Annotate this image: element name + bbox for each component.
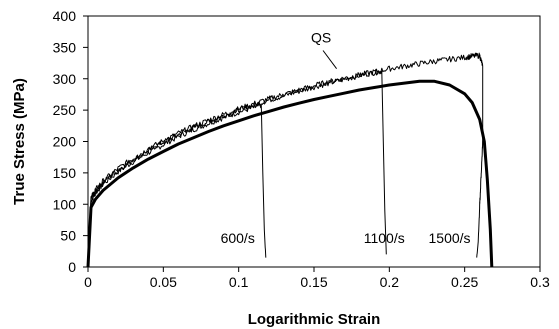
y-tick-label: 0: [68, 259, 76, 275]
series-line-1500-s: [87, 52, 484, 268]
y-axis: 0 50 100 150 200 250 300 350 400: [53, 8, 88, 275]
x-tick-label: 0.1: [229, 274, 249, 290]
x-tick-label: 0.25: [451, 274, 478, 290]
y-tick-label: 100: [53, 196, 77, 212]
x-tick-label: 0.15: [300, 274, 327, 290]
qs-leader-line: [322, 50, 338, 70]
annotation-qs: QS: [311, 29, 331, 45]
y-tick-label: 250: [53, 102, 77, 118]
annotation-1500-s: 1500/s: [429, 230, 471, 246]
x-tick-label: 0: [84, 274, 92, 290]
x-axis-title: Logarithmic Strain: [248, 311, 381, 328]
x-tick-label: 0.3: [530, 274, 550, 290]
x-axis: 0 0.05 0.1 0.15 0.2 0.25 0.3: [84, 267, 550, 290]
qs-leader-line-segment: [322, 50, 338, 70]
y-tick-label: 50: [60, 228, 76, 244]
y-tick-label: 200: [53, 134, 77, 150]
y-tick-label: 300: [53, 71, 77, 87]
series-line-qs: [86, 79, 494, 268]
y-tick-label: 350: [53, 39, 77, 55]
y-tick-label: 400: [53, 8, 77, 24]
annotation-layer: QS 600/s 1100/s 1500/s: [221, 29, 471, 246]
x-tick-label: 0.2: [380, 274, 400, 290]
annotation-600-s: 600/s: [221, 230, 255, 246]
plot-frame: [87, 15, 541, 268]
plot-area: [86, 15, 541, 268]
y-axis-title: True Stress (MPa): [11, 78, 28, 205]
annotation-1100-s: 1100/s: [364, 230, 405, 246]
series-layer: [86, 52, 494, 268]
y-tick-label: 150: [53, 165, 77, 181]
x-tick-label: 0.05: [150, 274, 177, 290]
